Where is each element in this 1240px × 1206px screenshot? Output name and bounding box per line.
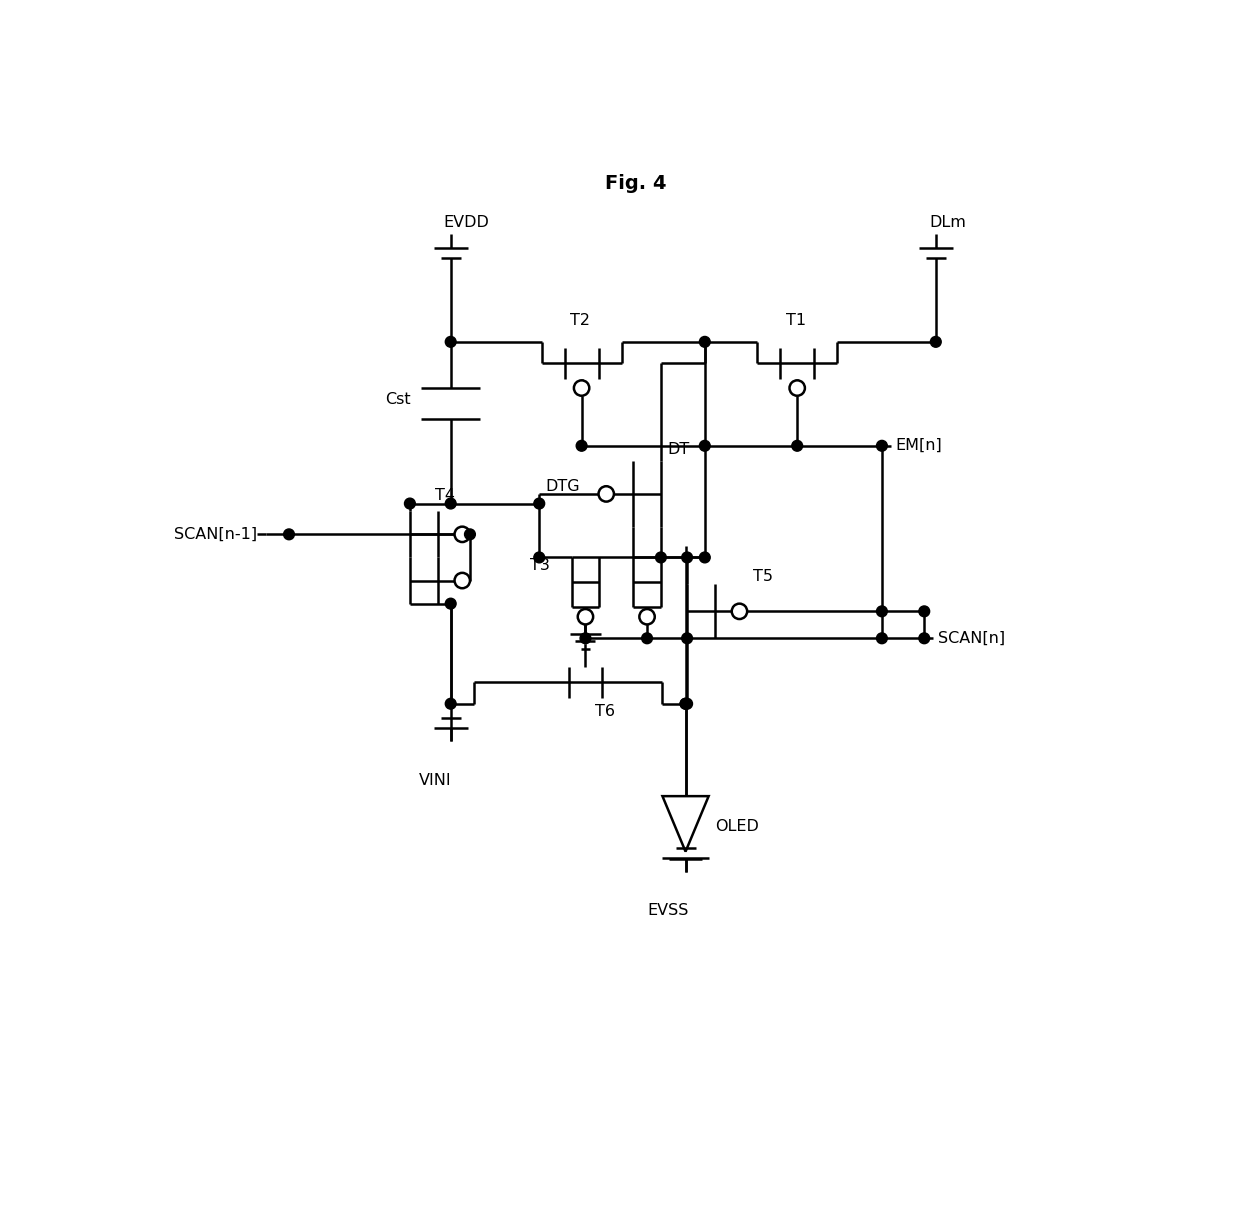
Circle shape (699, 336, 711, 347)
Circle shape (465, 529, 475, 540)
Circle shape (445, 336, 456, 347)
Text: EVDD: EVDD (443, 215, 489, 230)
Circle shape (699, 552, 711, 563)
Text: OLED: OLED (714, 819, 759, 835)
Circle shape (580, 633, 590, 644)
Circle shape (699, 440, 711, 451)
Circle shape (682, 633, 692, 644)
Circle shape (577, 440, 587, 451)
Circle shape (792, 440, 802, 451)
Circle shape (790, 380, 805, 396)
Text: Cst: Cst (386, 392, 410, 408)
Text: DLm: DLm (930, 215, 966, 230)
Circle shape (455, 573, 470, 589)
Text: VINI: VINI (419, 773, 451, 789)
Text: T3: T3 (529, 557, 549, 573)
Text: SCAN[n]: SCAN[n] (939, 631, 1006, 645)
Text: T1: T1 (786, 312, 806, 328)
Text: SCAN[n-1]: SCAN[n-1] (174, 527, 257, 541)
Circle shape (732, 604, 748, 619)
Circle shape (877, 605, 888, 616)
Text: T2: T2 (570, 312, 590, 328)
Circle shape (534, 498, 544, 509)
Circle shape (284, 529, 294, 540)
Circle shape (930, 336, 941, 347)
Circle shape (574, 380, 589, 396)
Circle shape (445, 498, 456, 509)
Circle shape (877, 633, 888, 644)
Text: T6: T6 (595, 704, 615, 719)
Text: T5: T5 (754, 569, 774, 584)
Text: EVSS: EVSS (647, 902, 688, 918)
Circle shape (682, 698, 692, 709)
Circle shape (404, 498, 415, 509)
Circle shape (656, 552, 666, 563)
Circle shape (455, 527, 470, 541)
Circle shape (534, 552, 544, 563)
Circle shape (682, 552, 692, 563)
Circle shape (599, 486, 614, 502)
Circle shape (681, 698, 691, 709)
Circle shape (641, 633, 652, 644)
Circle shape (919, 605, 930, 616)
Circle shape (640, 609, 655, 625)
Circle shape (445, 698, 456, 709)
Text: T4: T4 (435, 488, 455, 503)
Text: Fig. 4: Fig. 4 (605, 175, 666, 193)
Circle shape (578, 609, 593, 625)
Circle shape (919, 633, 930, 644)
Circle shape (877, 440, 888, 451)
Text: EM[n]: EM[n] (895, 438, 942, 453)
Circle shape (445, 598, 456, 609)
Text: DT: DT (667, 443, 689, 457)
Circle shape (681, 698, 691, 709)
Text: DTG: DTG (546, 479, 580, 494)
